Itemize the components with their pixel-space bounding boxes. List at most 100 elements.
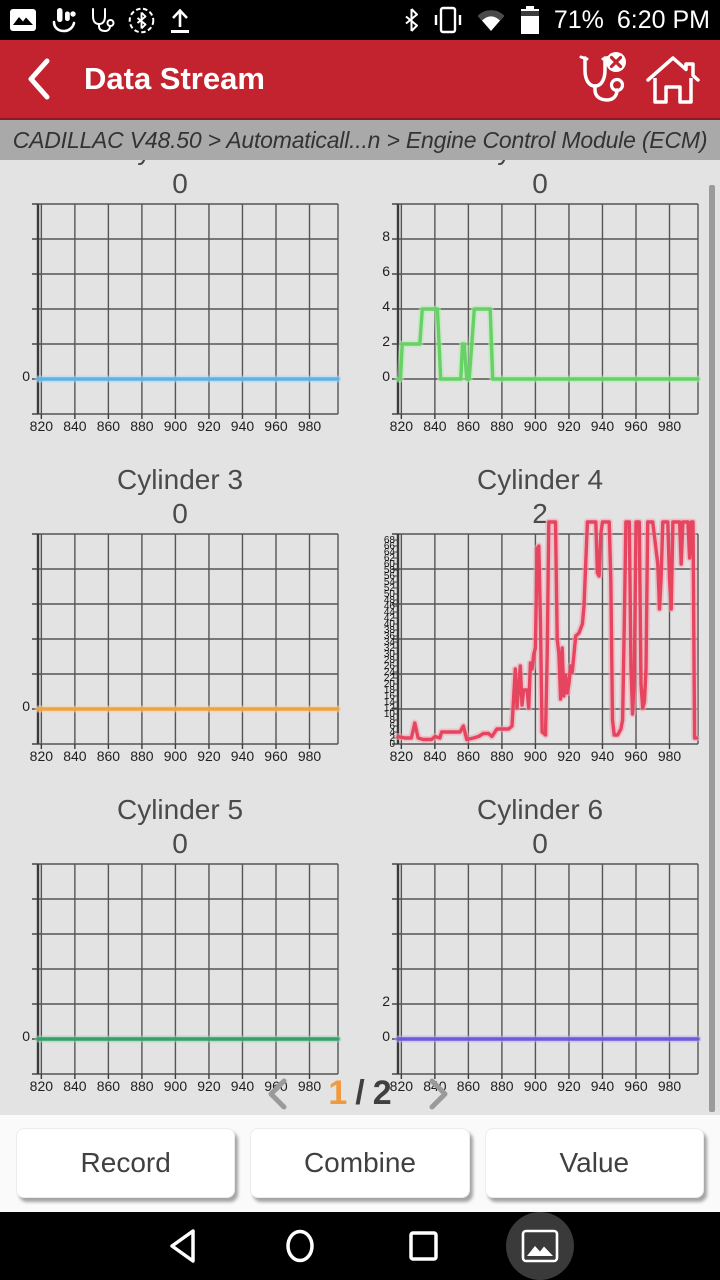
- battery-percent: 71%: [553, 5, 604, 34]
- svg-text:940: 940: [231, 418, 255, 434]
- svg-text:52: 52: [384, 583, 396, 594]
- svg-text:64: 64: [384, 547, 396, 558]
- touchpal-icon: [52, 8, 76, 33]
- chart-value: 0: [532, 828, 548, 859]
- vibrate-icon: [434, 6, 462, 34]
- svg-text:920: 920: [197, 418, 221, 434]
- svg-text:880: 880: [130, 748, 154, 764]
- chart-title: Cylinder 2: [360, 160, 720, 166]
- next-page-icon[interactable]: [428, 1078, 450, 1110]
- chart-cylinder-1[interactable]: Cylinder 1 0 820 840 860 880 900 920 940 960 980…: [0, 160, 360, 436]
- svg-text:36: 36: [384, 631, 396, 642]
- svg-text:58: 58: [384, 565, 396, 576]
- diagnostic-notification-icon: [92, 8, 115, 33]
- svg-text:900: 900: [164, 418, 188, 434]
- svg-text:0: 0: [382, 1028, 390, 1044]
- svg-text:0: 0: [22, 1028, 30, 1044]
- chart-plot-cylinder-4: 820 840 860 880 900 920 940 960 980 0 2 4 6 8 10 12 14 16…: [360, 518, 720, 766]
- svg-text:900: 900: [524, 748, 548, 764]
- svg-text:900: 900: [164, 1078, 188, 1094]
- wifi-icon: [477, 10, 504, 31]
- svg-text:820: 820: [390, 418, 414, 434]
- battery-icon: [520, 5, 539, 34]
- chart-cylinder-3[interactable]: Cylinder 3 0 820 840 860 880 900 920 940 960 980…: [0, 464, 360, 766]
- scrollbar[interactable]: [709, 185, 715, 1112]
- chart-title: Cylinder 4: [476, 464, 604, 495]
- svg-text:32: 32: [384, 643, 396, 654]
- chart-row-2: Cylinder 3 0 820 840 860 880 900 920 940 960 980…: [0, 464, 720, 766]
- svg-text:10: 10: [384, 709, 396, 720]
- vci-disconnected-icon[interactable]: [572, 50, 630, 108]
- value-button[interactable]: Value: [484, 1128, 704, 1198]
- back-chevron-icon: [28, 58, 50, 100]
- svg-text:820: 820: [30, 748, 54, 764]
- svg-text:820: 820: [390, 1078, 414, 1094]
- combine-button[interactable]: Combine: [250, 1128, 470, 1198]
- bluetooth-icon: [405, 8, 418, 32]
- svg-text:4: 4: [382, 298, 390, 314]
- svg-text:840: 840: [423, 748, 447, 764]
- breadcrumb: CADILLAC V48.50 > Automaticall...n > Eng…: [0, 120, 720, 160]
- chart-row-1: Cylinder 1 0 820840860880900920940960980…: [0, 160, 720, 436]
- chart-title: Cylinder 1: [0, 160, 360, 166]
- svg-text:0: 0: [22, 368, 30, 384]
- svg-text:56: 56: [384, 571, 396, 582]
- svg-text:6: 6: [382, 263, 390, 279]
- svg-text:48: 48: [384, 595, 396, 606]
- chart-cylinder-5[interactable]: Cylinder 5 0 820 840 860 880 900 920 940 960 980…: [0, 794, 360, 1096]
- svg-text:840: 840: [63, 1078, 87, 1094]
- page-title: Data Stream: [84, 61, 265, 96]
- chart-cylinder-2[interactable]: Cylinder 2 0 820840860880900920940960980…: [360, 160, 720, 436]
- svg-text:40: 40: [384, 619, 396, 630]
- chart-value: 0: [172, 498, 188, 529]
- home-circle-icon[interactable]: [284, 1228, 316, 1264]
- svg-text:900: 900: [524, 1078, 548, 1094]
- svg-text:940: 940: [231, 748, 255, 764]
- svg-text:860: 860: [457, 748, 481, 764]
- svg-text:2: 2: [382, 993, 390, 1009]
- record-button[interactable]: Record: [16, 1128, 236, 1198]
- chart-cylinder-6[interactable]: Cylinder 6 0 820 840 860 880 900 920 940 960 980…: [360, 794, 720, 1096]
- footer-toolbar: Record Combine Value: [0, 1115, 720, 1212]
- svg-text:840: 840: [423, 418, 447, 434]
- svg-text:2: 2: [389, 733, 395, 744]
- svg-text:860: 860: [97, 748, 121, 764]
- svg-text:880: 880: [490, 418, 514, 434]
- chart-plot-cylinder-2: 820 840 860 880 900 920 940 960 980 8 6 4 2 0: [360, 202, 720, 436]
- chart-title: Cylinder 6: [476, 794, 604, 825]
- status-bar: 71% 6:20 PM: [0, 0, 720, 40]
- status-bar-system: 71% 6:20 PM: [403, 5, 710, 35]
- recents-square-icon[interactable]: [407, 1228, 439, 1264]
- svg-text:920: 920: [557, 748, 581, 764]
- svg-text:840: 840: [63, 748, 87, 764]
- status-bar-notifications: [10, 7, 192, 34]
- svg-text:68: 68: [384, 535, 396, 546]
- previous-page-icon[interactable]: [266, 1078, 288, 1110]
- svg-text:50: 50: [384, 589, 396, 600]
- clock: 6:20 PM: [616, 5, 710, 34]
- svg-text:820: 820: [390, 748, 414, 764]
- back-button[interactable]: [26, 57, 52, 101]
- screenshot-notification-icon: [10, 9, 36, 31]
- svg-text:0: 0: [389, 739, 395, 750]
- screenshot-gallery-icon[interactable]: [504, 1210, 576, 1280]
- svg-text:20: 20: [384, 679, 396, 690]
- svg-text:960: 960: [624, 1078, 648, 1094]
- chart-cylinder-4[interactable]: Cylinder 4 2 820 840 860 880 900 920 940 960 980…: [360, 464, 720, 766]
- svg-text:820: 820: [30, 1078, 54, 1094]
- svg-text:24: 24: [384, 667, 396, 678]
- svg-text:980: 980: [298, 1078, 322, 1094]
- svg-text:22: 22: [384, 673, 396, 684]
- svg-text:42: 42: [384, 613, 396, 624]
- svg-text:940: 940: [591, 418, 615, 434]
- svg-text:66: 66: [384, 541, 396, 552]
- svg-text:840: 840: [63, 418, 87, 434]
- svg-text:960: 960: [264, 418, 288, 434]
- chart-value: 0: [172, 168, 188, 199]
- chart-value: 0: [532, 168, 548, 199]
- bluetooth-circle-icon: [128, 7, 155, 33]
- svg-text:980: 980: [658, 418, 682, 434]
- back-triangle-icon[interactable]: [166, 1228, 198, 1264]
- home-icon[interactable]: [644, 53, 702, 105]
- svg-text:8: 8: [389, 715, 395, 726]
